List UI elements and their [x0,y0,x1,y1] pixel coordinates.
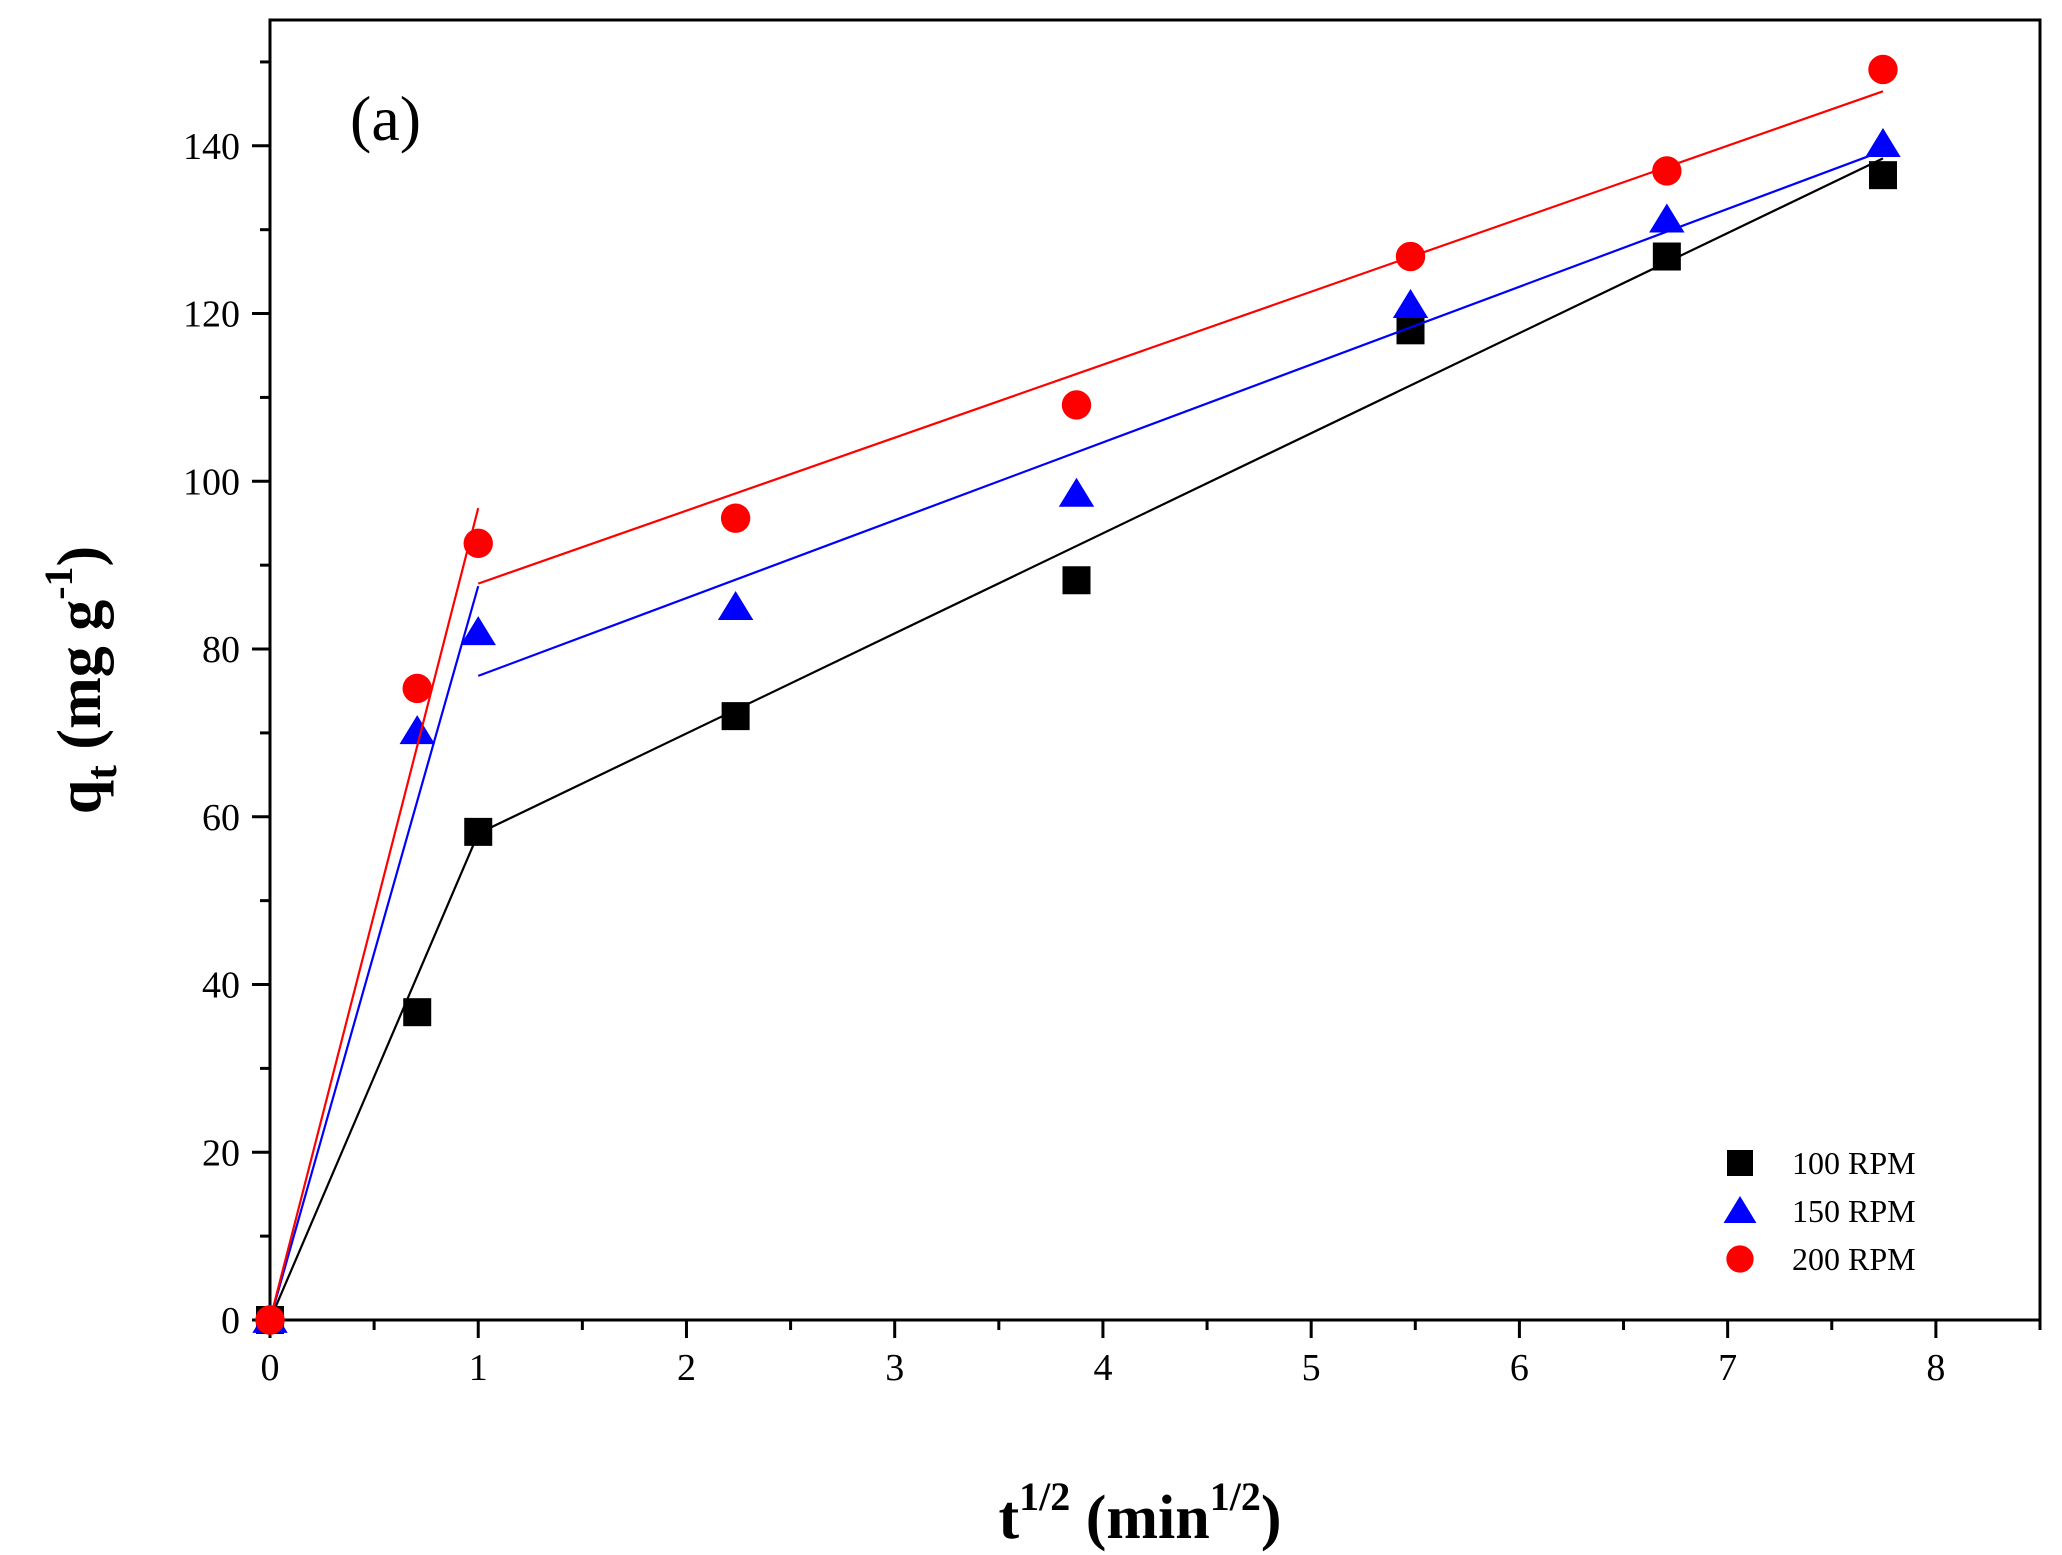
y-tick-label: 60 [202,797,240,839]
data-point-200-rpm [402,673,432,704]
legend-label-100-rpm: 100 RPM [1792,1145,1916,1181]
y-axis-title-unit-close: ) [46,546,114,567]
y-axis-title-sub: t [77,765,126,780]
fit-line-200-rpm-1 [268,507,480,1321]
y-axis-title-unit-open: (mg g [46,600,114,765]
data-point-100-rpm [403,998,432,1027]
plot-frame [268,18,2042,1322]
legend: 100 RPM 150 RPM 200 RPM [1723,1145,1916,1277]
y-axis-title-unit-sup: -1 [36,566,81,599]
data-point-150-rpm [717,590,754,620]
x-tick-label: 8 [1926,1347,1945,1389]
x-axis-title: t1/2 (min1/2) [998,1474,1281,1552]
data-point-100-rpm [1868,161,1897,190]
legend-marker-150-rpm [1723,1196,1757,1223]
x-axis-title-unit-close: ) [1261,1484,1282,1552]
y-tick-label: 80 [202,629,240,671]
data-point-200-rpm [1395,241,1426,272]
x-axis-title-unit-open: (min [1070,1484,1210,1552]
y-tick-label: 40 [202,965,240,1007]
data-point-200-rpm [720,503,751,533]
y-axis-title: qt (mg g-1) [36,546,126,814]
x-tick-label: 4 [1093,1347,1112,1389]
legend-marker-200-rpm [1726,1245,1754,1273]
x-tick-label: 0 [261,1347,280,1389]
y-tick-label: 100 [183,461,240,503]
x-tick-label: 5 [1302,1347,1321,1389]
data-point-200-rpm [1868,54,1898,85]
data-point-150-rpm [1865,128,1901,158]
x-tick-label: 2 [677,1347,696,1389]
y-axis-title-base: q [46,780,114,814]
y-tick-label: 140 [183,126,240,168]
legend-label-200-rpm: 200 RPM [1792,1241,1916,1277]
data-point-150-rpm [1649,203,1685,233]
legend-marker-100-rpm [1727,1150,1753,1176]
series-layer [252,54,1901,1335]
y-tick-label: 120 [183,294,240,336]
data-point-100-rpm [1062,566,1091,595]
x-axis-title-sup: 1/2 [1019,1474,1070,1519]
data-point-200-rpm [255,1305,285,1335]
y-tick-label: 0 [221,1300,240,1342]
data-point-100-rpm [721,702,750,731]
fit-line-150-rpm-2 [477,149,1884,677]
x-tick-label: 6 [1510,1347,1529,1389]
data-point-200-rpm [1061,390,1092,420]
y-tick-label: 20 [202,1132,240,1174]
data-point-150-rpm [1058,477,1095,507]
data-point-100-rpm [464,817,493,846]
fit-line-100-rpm-1 [268,833,480,1321]
data-point-100-rpm [1652,242,1681,271]
data-point-200-rpm [463,528,493,559]
x-tick-label: 7 [1718,1347,1737,1389]
x-axis-title-base: t [998,1484,1019,1552]
series-200-rpm [255,54,1898,1335]
data-point-150-rpm [1392,289,1429,319]
x-tick-label: 1 [469,1347,488,1389]
panel-label: (a) [350,83,421,154]
data-point-150-rpm [460,616,496,646]
legend-label-150-rpm: 150 RPM [1792,1193,1916,1229]
x-axis-title-unit-sup: 1/2 [1210,1474,1261,1519]
fit-line-150-rpm-1 [268,585,480,1321]
fit-line-200-rpm-2 [477,90,1884,585]
series-150-rpm [252,128,1901,1333]
series-100-rpm [256,157,1897,1334]
data-point-150-rpm [399,715,435,745]
fit-line-100-rpm-2 [477,157,1884,835]
x-tick-label: 3 [885,1347,904,1389]
data-point-200-rpm [1652,156,1682,186]
